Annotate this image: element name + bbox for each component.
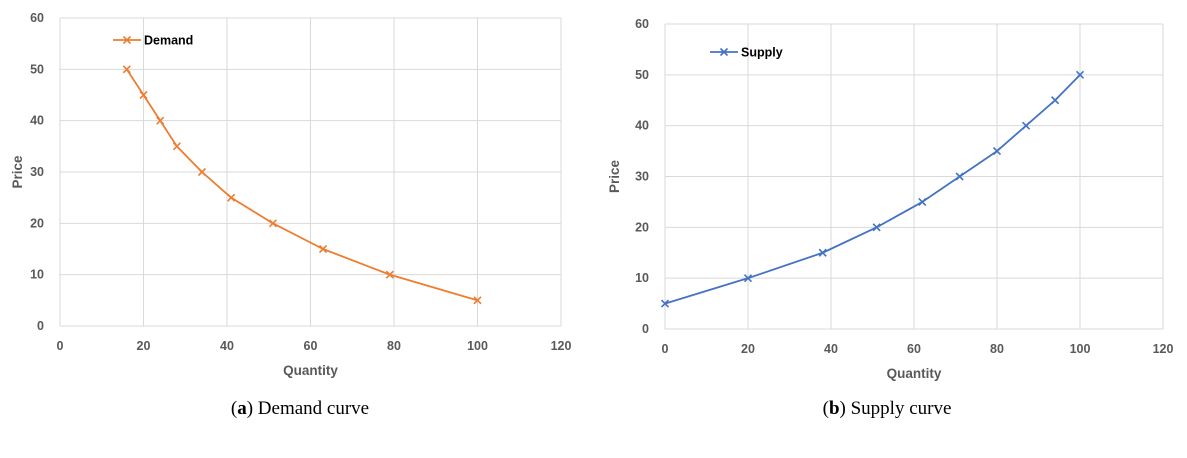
demand-x-marker xyxy=(172,142,181,151)
supply-data-point xyxy=(1051,96,1060,105)
supply-xtick-label: 80 xyxy=(990,342,1004,356)
demand-xtick-label: 40 xyxy=(220,339,234,353)
supply-xtick-label: 120 xyxy=(1153,342,1174,356)
demand-x-marker xyxy=(473,296,482,305)
caption-a-letter: a xyxy=(237,398,247,419)
supply-x-marker xyxy=(660,299,670,308)
supply-x-marker xyxy=(1075,70,1085,79)
demand-series-line xyxy=(126,68,478,302)
supply-data-point xyxy=(992,147,1002,156)
supply-x-marker xyxy=(918,197,927,206)
supply-xtick-label: 60 xyxy=(907,342,921,356)
demand-data-point xyxy=(268,219,277,228)
caption-b-letter: b xyxy=(828,398,840,419)
caption-b-text: Supply curve xyxy=(845,398,952,419)
supply-xtick-label: 20 xyxy=(741,342,755,356)
caption-a-text: Demand curve xyxy=(253,398,370,419)
supply-x-marker xyxy=(872,223,881,232)
demand-ytick-label: 20 xyxy=(30,216,44,230)
demand-x-marker xyxy=(197,167,207,177)
supply-data-point xyxy=(918,197,927,206)
supply-data-point xyxy=(872,223,881,232)
supply-x-marker xyxy=(818,248,827,257)
demand-x-marker xyxy=(268,219,277,228)
supply-ytick-label: 50 xyxy=(635,68,649,82)
supply-data-point xyxy=(660,299,670,308)
demand-xtick-label: 0 xyxy=(57,339,64,353)
demand-x-marker xyxy=(227,193,236,202)
demand-xtick-label: 60 xyxy=(304,339,318,353)
supply-legend-label: Supply xyxy=(741,46,783,60)
demand-x-marker xyxy=(156,116,165,125)
supply-ytick-label: 40 xyxy=(635,119,649,133)
supply-ytick-label: 10 xyxy=(635,271,649,285)
supply-x-marker xyxy=(1051,96,1060,105)
demand-ytick-label: 50 xyxy=(30,62,44,76)
supply-data-point xyxy=(1075,70,1085,79)
supply-data-point xyxy=(818,248,827,257)
demand-chart: 0 10 20 30 40 50 60 0 20 40 60 80 100 120 Quantity Pric… xyxy=(10,11,572,378)
demand-legend-x-marker xyxy=(122,35,132,45)
supply-ytick-label: 0 xyxy=(642,322,649,336)
supply-ytick-label: 60 xyxy=(635,17,649,31)
demand-data-point xyxy=(227,193,236,202)
demand-x-axis-label: Quantity xyxy=(283,363,338,378)
demand-ytick-label: 10 xyxy=(30,268,44,282)
supply-x-marker xyxy=(1021,121,1031,130)
demand-ytick-label: 30 xyxy=(30,165,44,179)
demand-legend-label: Demand xyxy=(144,34,193,48)
demand-y-axis-label: Price xyxy=(10,155,25,189)
supply-data-point xyxy=(955,172,964,181)
demand-data-point xyxy=(318,244,328,254)
supply-x-axis-label: Quantity xyxy=(887,366,942,381)
supply-xtick-label: 100 xyxy=(1070,342,1091,356)
demand-x-marker xyxy=(318,244,328,254)
supply-xtick-label: 0 xyxy=(662,342,669,356)
caption-b: (b) Supply curve xyxy=(822,398,952,419)
demand-xtick-label: 100 xyxy=(467,339,488,353)
supply-chart: 0 10 20 30 40 50 60 0 20 40 60 80 100 120 Quantity Pric… xyxy=(607,17,1174,381)
supply-legend-marker xyxy=(719,47,729,57)
demand-data-point xyxy=(172,142,181,151)
demand-ytick-label: 0 xyxy=(37,319,44,333)
demand-data-point xyxy=(156,116,165,125)
demand-x-marker xyxy=(122,65,131,74)
demand-ytick-label: 60 xyxy=(30,11,44,25)
demand-x-marker xyxy=(139,90,148,100)
demand-xtick-label: 20 xyxy=(137,339,151,353)
supply-y-axis-label: Price xyxy=(607,159,622,193)
demand-xtick-label: 120 xyxy=(551,339,572,353)
supply-series-line xyxy=(664,74,1081,305)
demand-data-point xyxy=(139,90,148,100)
demand-data-point xyxy=(197,167,207,177)
supply-legend-x-marker xyxy=(719,47,729,57)
supply-data-point xyxy=(743,274,753,283)
demand-data-point xyxy=(473,296,482,305)
demand-ytick-label: 40 xyxy=(30,114,44,128)
demand-data-point xyxy=(385,270,394,279)
supply-x-marker xyxy=(992,147,1002,156)
demand-xtick-label: 80 xyxy=(387,339,401,353)
supply-data-point xyxy=(1021,121,1031,130)
demand-x-marker xyxy=(385,270,394,279)
demand-legend-marker xyxy=(122,35,132,45)
supply-ytick-label: 20 xyxy=(635,220,649,234)
supply-x-marker xyxy=(955,172,964,181)
supply-xtick-label: 40 xyxy=(824,342,838,356)
demand-data-point xyxy=(122,65,131,74)
supply-x-marker xyxy=(743,274,753,283)
caption-a: (a) Demand curve xyxy=(230,398,370,419)
supply-ytick-label: 30 xyxy=(635,170,649,184)
